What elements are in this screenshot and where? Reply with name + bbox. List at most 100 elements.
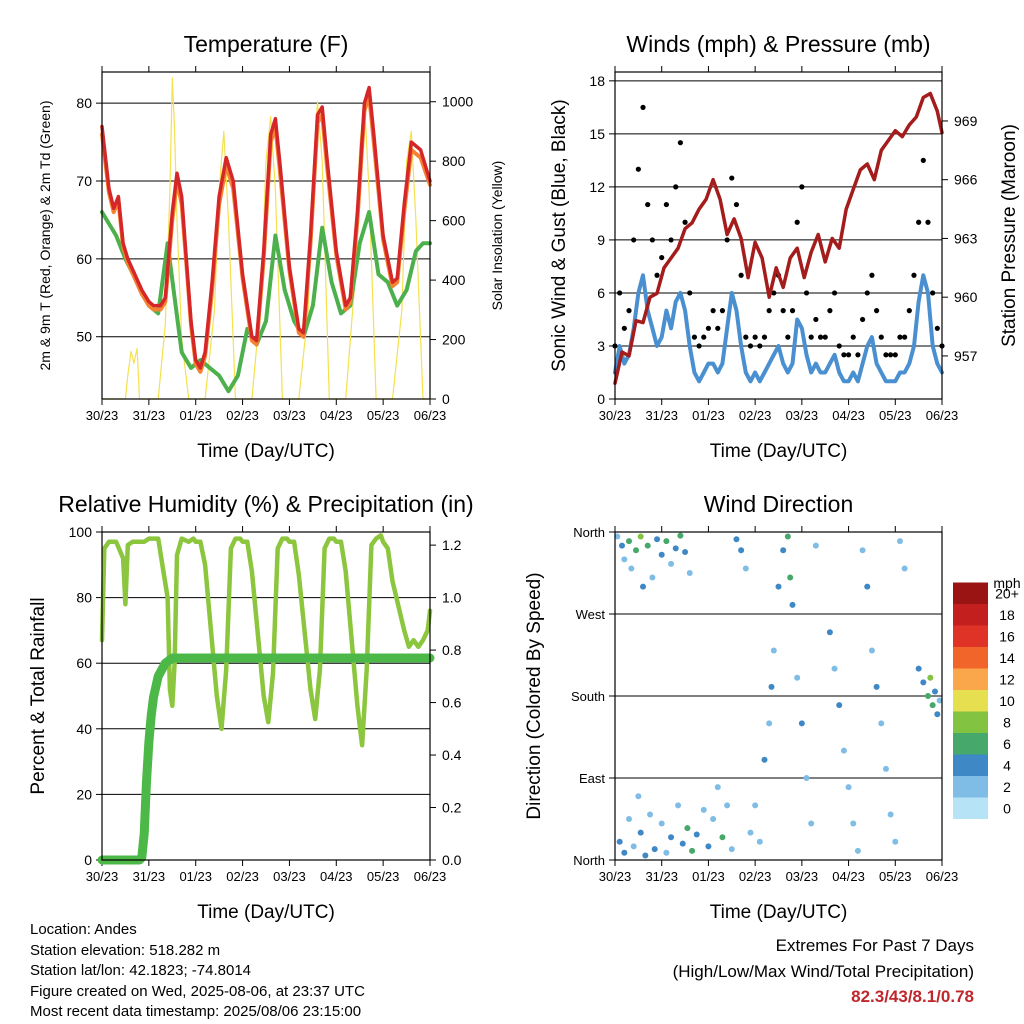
x-tick-label: 30/23	[86, 408, 119, 423]
figure-created: Figure created on Wed, 2025-08-06, at 23…	[30, 982, 365, 1000]
x-axis-label: Time (Day/UTC)	[197, 441, 335, 462]
y-tick-label-right: 800	[442, 153, 466, 169]
direction-point	[640, 583, 647, 590]
x-tick-label: 01/23	[692, 408, 725, 423]
legend-swatch	[953, 690, 988, 712]
direction-point	[637, 829, 644, 836]
temp-2m-line	[100, 85, 432, 370]
gust-point	[817, 334, 824, 340]
direction-point	[808, 820, 815, 827]
y-tick-label-right: 957	[954, 348, 978, 364]
direction-point	[635, 793, 642, 800]
y-tick-label: 12	[589, 179, 605, 195]
y-tick-label-right: 966	[954, 172, 978, 188]
direction-point	[616, 838, 623, 845]
gust-point	[883, 352, 889, 358]
x-tick-label: 06/23	[926, 869, 959, 884]
x-tick-label: 02/23	[739, 869, 772, 884]
direction-point	[878, 720, 885, 727]
x-tick-label: 04/23	[832, 408, 865, 423]
y-tick-label: 0	[84, 852, 92, 868]
station-info: Location: Andes Station elevation: 518.2…	[30, 920, 365, 1023]
direction-point	[873, 683, 880, 690]
x-tick-label: 06/23	[926, 408, 959, 423]
extremes-values: 82.3/43/8.1/0.78	[851, 987, 974, 1006]
direction-point	[675, 802, 682, 809]
gust-point	[761, 334, 768, 340]
direction-point	[803, 775, 810, 781]
y-tick-label: 60	[76, 251, 92, 267]
recent-timestamp: Most recent data timestamp: 2025/08/06 2…	[30, 1003, 362, 1020]
direction-point	[761, 756, 768, 763]
gust-point	[631, 237, 637, 243]
direction-point	[733, 536, 740, 543]
gust-point	[673, 184, 679, 190]
plot-border	[614, 71, 943, 400]
direction-point	[934, 711, 941, 718]
x-tick-label: 30/23	[599, 869, 632, 884]
direction-point	[626, 816, 633, 822]
direction-point	[892, 838, 899, 845]
x-axis-label: Time (Day/UTC)	[710, 441, 848, 462]
x-axis-label: Time (Day/UTC)	[197, 902, 335, 923]
direction-point	[714, 784, 721, 791]
x-tick-label: 01/23	[179, 408, 212, 423]
y-tick-label-right: 0.4	[442, 747, 462, 763]
direction-point	[710, 816, 717, 822]
y-tick-label-right: 963	[954, 230, 978, 246]
gust-point	[743, 334, 749, 340]
chart-title: Relative Humidity (%) & Precipitation (i…	[58, 491, 473, 517]
direction-point	[658, 551, 665, 558]
gust-point	[729, 175, 735, 181]
direction-point	[619, 542, 626, 549]
direction-point	[789, 601, 796, 608]
x-tick-label: 01/23	[179, 869, 212, 884]
legend-label: 6	[1003, 736, 1011, 752]
direction-point	[684, 825, 691, 832]
direction-point	[693, 831, 700, 838]
direction-point	[630, 843, 637, 850]
gust-point	[916, 219, 922, 225]
gust-point	[701, 334, 707, 340]
gust-point	[757, 343, 763, 349]
gust-point	[780, 308, 786, 314]
chart-title: Temperature (F)	[184, 31, 349, 57]
direction-point	[637, 533, 644, 540]
direction-point	[686, 570, 693, 576]
gust-point	[911, 272, 917, 278]
extremes-title: Extremes For Past 7 Days	[775, 936, 974, 955]
y-tick-label: South	[571, 689, 605, 704]
relative-humidity-line	[99, 533, 433, 748]
x-tick-label: 04/23	[320, 408, 353, 423]
y-axis-label-right: Solar Insolation (Yellow)	[489, 161, 505, 311]
gust-point	[878, 334, 884, 340]
gust-point	[715, 325, 721, 331]
gust-point	[864, 290, 870, 296]
x-tick-label: 04/23	[320, 869, 353, 884]
gust-point	[803, 290, 810, 296]
direction-point	[868, 647, 875, 654]
sonic-wind-line	[613, 273, 944, 384]
plot-border	[614, 531, 943, 861]
y-tick-label-right: 200	[442, 332, 466, 348]
x-tick-label: 02/23	[226, 869, 259, 884]
gust-point	[649, 237, 655, 243]
direction-point	[887, 811, 894, 818]
direction-point	[836, 702, 843, 709]
gust-point	[696, 343, 702, 349]
direction-point	[794, 674, 801, 681]
y-tick-label-right: 0.0	[442, 852, 462, 868]
direction-point	[705, 843, 712, 850]
gust-point	[841, 352, 847, 358]
gust-point	[799, 184, 805, 190]
gust-point	[789, 308, 796, 314]
gust-point	[710, 308, 716, 314]
x-tick-label: 31/23	[133, 408, 166, 423]
direction-point	[927, 674, 934, 681]
direction-point	[936, 697, 943, 704]
direction-point	[845, 784, 852, 791]
legend-title: mph	[993, 575, 1020, 591]
gust-point	[827, 308, 833, 314]
gust-point	[836, 343, 842, 349]
